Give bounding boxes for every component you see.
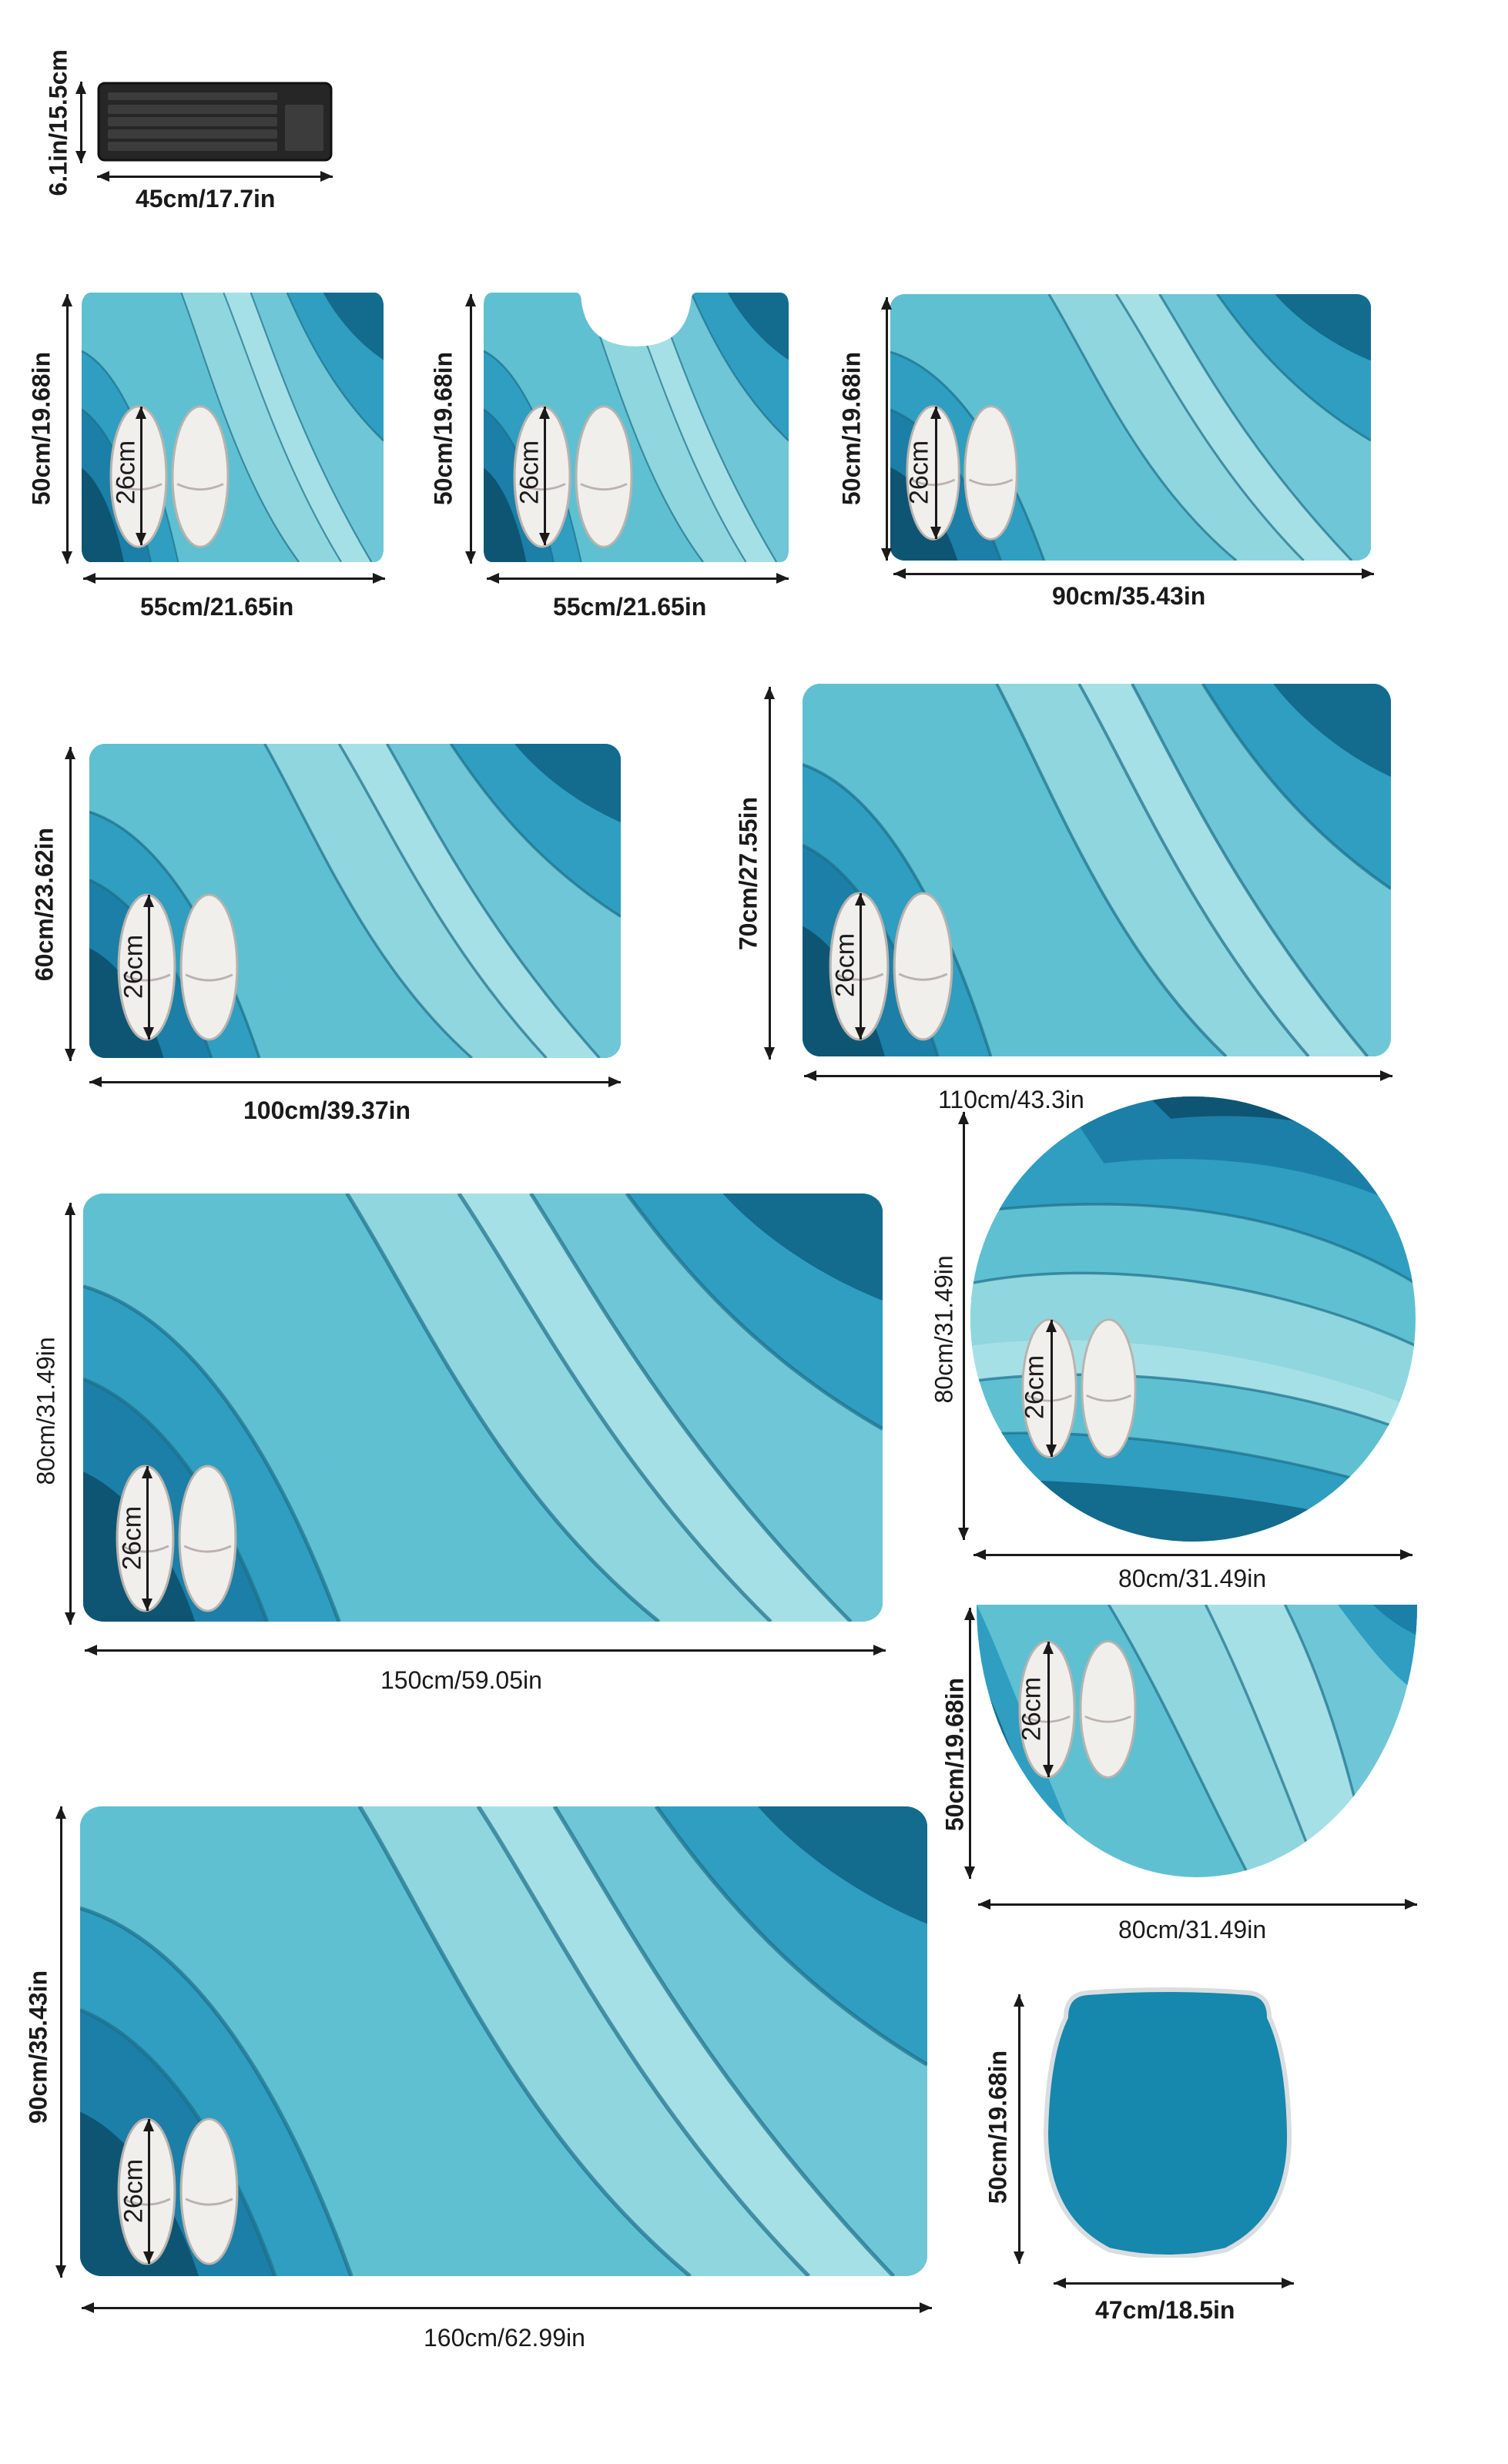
height-dimension xyxy=(964,1608,975,1879)
slipper-label: 26cm xyxy=(904,440,934,505)
height-label: 60cm/23.62in xyxy=(30,827,59,982)
height-label: 50cm/19.68in xyxy=(837,351,866,506)
height-dimension xyxy=(881,297,892,561)
slipper-label: 26cm xyxy=(830,932,860,998)
width-dimension xyxy=(1054,2278,1294,2288)
slipper-dimension xyxy=(539,407,550,545)
width-label: 160cm/62.99in xyxy=(424,2324,585,2352)
height-dimension xyxy=(465,294,476,564)
height-dimension xyxy=(62,294,72,564)
width-dimension xyxy=(82,2302,932,2313)
slipper-dimension xyxy=(142,1466,152,1611)
width-dimension xyxy=(978,1899,1417,1910)
keyboard-height-dimension xyxy=(75,82,86,163)
height-label: 70cm/27.55in xyxy=(734,796,762,951)
width-label: 55cm/21.65in xyxy=(553,593,707,621)
height-label: 50cm/19.68in xyxy=(940,1677,969,1832)
height-label: 80cm/31.49in xyxy=(32,1337,60,1485)
height-label: 90cm/35.43in xyxy=(24,1970,52,2124)
width-dimension xyxy=(804,1070,1392,1081)
height-dimension xyxy=(55,1806,66,2278)
width-dimension xyxy=(85,1645,886,1656)
width-label: 47cm/18.5in xyxy=(1095,2296,1235,2324)
slipper-label: 26cm xyxy=(117,1505,147,1571)
keyboard-width-dimension xyxy=(97,171,333,182)
width-dimension xyxy=(973,1549,1412,1560)
slipper-label: 26cm xyxy=(1017,1676,1047,1742)
width-label: 55cm/21.65in xyxy=(140,593,294,621)
slipper-label: 26cm xyxy=(119,2158,149,2224)
mat-round-80 xyxy=(970,1096,1416,1542)
height-dimension xyxy=(764,687,775,1060)
slipper-label: 26cm xyxy=(514,440,545,505)
slipper-dimension xyxy=(1043,1642,1054,1777)
height-label: 50cm/19.68in xyxy=(429,351,457,506)
height-dimension xyxy=(65,1203,75,1625)
slipper-dimension xyxy=(143,2119,154,2264)
height-dimension xyxy=(65,747,75,1061)
height-label: 50cm/19.68in xyxy=(984,2050,1012,2205)
slipper-dimension xyxy=(930,407,941,539)
width-dimension xyxy=(487,573,789,584)
slipper-dimension xyxy=(1046,1320,1057,1457)
lid-cover-47x50 xyxy=(1041,1987,1294,2258)
height-dimension xyxy=(1014,1994,1024,2264)
height-label: 50cm/19.68in xyxy=(27,351,55,506)
keyboard-image xyxy=(97,82,333,162)
slipper-dimension xyxy=(143,895,154,1040)
width-label: 150cm/59.05in xyxy=(380,1666,542,1694)
width-dimension xyxy=(893,568,1374,579)
width-label: 90cm/35.43in xyxy=(1052,582,1206,610)
width-label: 100cm/39.37in xyxy=(243,1096,411,1124)
height-dimension xyxy=(958,1112,969,1540)
keyboard-width-label: 45cm/17.7in xyxy=(136,185,276,213)
width-label: 80cm/31.49in xyxy=(1118,1916,1267,1943)
width-dimension xyxy=(89,1076,621,1087)
width-dimension xyxy=(83,573,385,584)
width-label: 110cm/43.3in xyxy=(938,1086,1084,1113)
slipper-dimension xyxy=(136,407,146,545)
slipper-label: 26cm xyxy=(1020,1354,1050,1420)
slipper-dimension xyxy=(855,893,866,1040)
slipper-label: 26cm xyxy=(119,934,149,999)
keyboard-height-label: 6.1in/15.5cm xyxy=(44,49,72,196)
width-label: 80cm/31.49in xyxy=(1118,1565,1267,1592)
height-label: 80cm/31.49in xyxy=(930,1255,958,1404)
slipper-label: 26cm xyxy=(111,440,141,505)
